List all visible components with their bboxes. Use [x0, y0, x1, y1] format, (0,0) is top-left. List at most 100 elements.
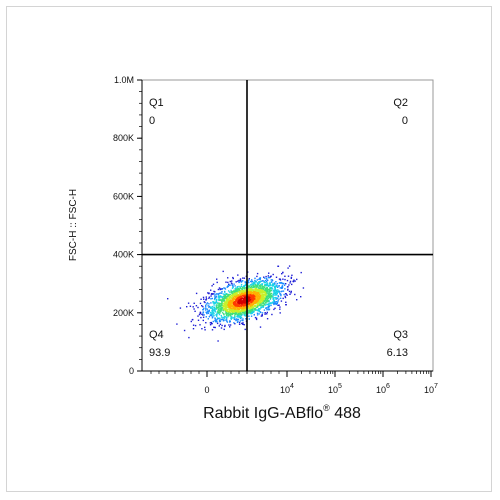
event-dot — [269, 293, 272, 296]
event-dot — [258, 281, 260, 283]
event-dot — [266, 298, 269, 300]
event-dot — [221, 303, 223, 305]
event-dot — [261, 313, 263, 316]
event-dot — [234, 312, 237, 314]
event-dot — [283, 293, 285, 296]
event-dot — [291, 274, 293, 276]
event-dot — [205, 304, 207, 306]
event-dot — [241, 293, 243, 295]
event-dot — [195, 292, 198, 295]
event-dot — [225, 316, 227, 318]
event-dot — [226, 306, 228, 308]
event-dot — [221, 288, 224, 290]
event-dot — [252, 286, 254, 289]
event-dot — [229, 293, 232, 296]
event-dot — [231, 316, 233, 318]
event-dot — [253, 310, 255, 312]
event-dot — [272, 290, 274, 292]
event-dot — [244, 299, 247, 301]
event-dot — [221, 299, 223, 301]
event-dot — [222, 307, 224, 309]
event-dot — [208, 303, 210, 305]
event-dot — [217, 310, 219, 312]
event-dot — [229, 296, 232, 298]
event-dot — [243, 324, 245, 326]
event-dot — [206, 302, 209, 304]
event-dot — [234, 317, 236, 319]
event-dot — [203, 298, 205, 300]
event-dot — [250, 289, 252, 291]
event-dot — [275, 296, 277, 299]
event-dot — [291, 283, 293, 286]
event-dot — [267, 290, 269, 293]
event-dot — [248, 296, 250, 298]
event-dot — [251, 301, 253, 303]
event-dot — [231, 308, 233, 310]
event-dot — [254, 305, 256, 307]
event-dot — [273, 292, 275, 294]
event-dot — [256, 272, 259, 275]
event-dot — [268, 304, 270, 306]
event-dot — [280, 294, 282, 297]
event-dot — [250, 291, 252, 293]
event-dot — [228, 302, 230, 304]
event-dot — [249, 309, 252, 312]
event-dot — [237, 313, 239, 315]
event-dot — [212, 314, 214, 316]
event-dot — [234, 295, 236, 298]
event-dot — [271, 288, 274, 290]
event-dot — [251, 303, 253, 305]
event-dot — [242, 287, 244, 289]
event-dot — [218, 296, 221, 299]
event-dot — [214, 291, 216, 293]
event-dot — [202, 319, 204, 322]
event-dot — [240, 283, 243, 286]
event-dot — [287, 275, 290, 277]
event-dot — [256, 285, 258, 287]
event-dot — [288, 290, 291, 293]
event-dot — [218, 307, 220, 309]
event-dot — [249, 289, 251, 291]
event-dot — [223, 317, 226, 319]
event-dot — [254, 302, 256, 304]
event-dot — [239, 294, 241, 296]
event-dot — [262, 296, 265, 298]
event-dot — [267, 306, 269, 309]
x-axis-title-reg: ® — [323, 403, 330, 413]
event-dot — [269, 289, 271, 292]
event-dot — [280, 300, 283, 302]
event-dot — [260, 290, 262, 292]
event-dot — [266, 311, 268, 314]
event-dot — [238, 321, 241, 324]
event-dot — [220, 299, 222, 302]
event-dot — [214, 310, 216, 312]
event-dot — [278, 298, 280, 300]
event-dot — [214, 317, 216, 319]
event-dot — [252, 302, 254, 305]
event-dot — [192, 328, 195, 330]
event-dot — [240, 302, 243, 304]
event-dot — [249, 293, 251, 295]
event-dot — [208, 292, 210, 295]
event-dot — [232, 296, 234, 299]
event-dot — [225, 300, 228, 302]
event-dot — [183, 329, 186, 332]
event-dot — [237, 318, 240, 321]
event-dot — [234, 288, 236, 290]
event-dot — [277, 265, 279, 267]
event-dot — [211, 313, 214, 315]
event-dot — [268, 282, 271, 285]
event-dot — [254, 286, 256, 288]
event-dot — [296, 278, 298, 281]
event-dot — [274, 300, 276, 303]
event-dot — [217, 288, 220, 291]
event-dot — [220, 319, 222, 321]
event-dot — [203, 314, 205, 316]
event-dot — [241, 295, 244, 297]
event-dot — [210, 293, 213, 295]
event-dot — [296, 299, 298, 301]
event-dot — [242, 323, 244, 325]
event-dot — [242, 277, 244, 279]
q4-percent: 93.9 — [149, 347, 170, 359]
event-dot — [218, 313, 221, 316]
